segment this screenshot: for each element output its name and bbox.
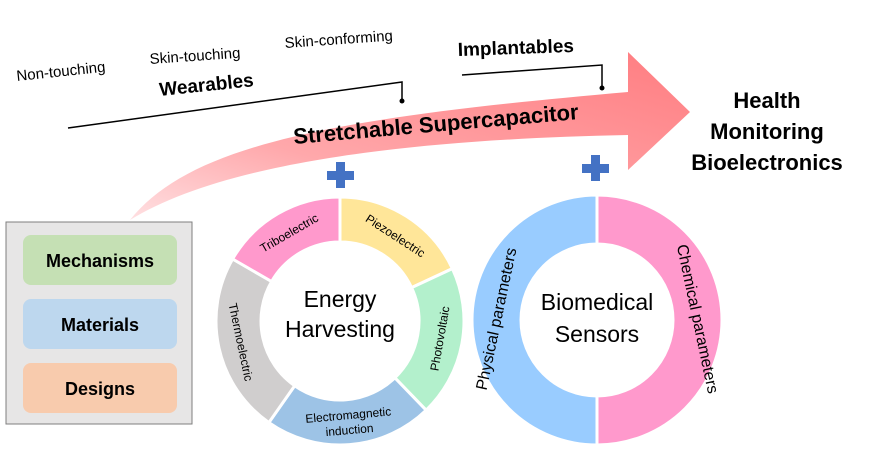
stage-implantables: Implantables	[457, 36, 574, 61]
energy-segment-label: Electromagneticinduction	[305, 404, 393, 440]
sensor-center-line-2: Sensors	[555, 321, 639, 347]
stage-skin-conforming: Skin-conforming	[284, 27, 393, 52]
stage-wearables: Wearables	[158, 70, 254, 101]
implantables-bracket-dot	[599, 85, 605, 91]
left-box-item	[23, 235, 177, 285]
sensor-ring-segment	[595, 193, 724, 447]
energy-center-line-2: Harvesting	[285, 316, 395, 342]
plus-icon	[327, 162, 354, 188]
target-line-1: Health	[733, 88, 800, 113]
energy-center-line-1: Energy	[304, 286, 377, 312]
stage-non-touching: Non-touching	[16, 59, 107, 85]
plus-icon	[582, 155, 609, 181]
sensor-center-line-1: Biomedical	[541, 289, 654, 315]
left-box-item-label: Materials	[61, 315, 139, 335]
left-box-item-label: Designs	[65, 379, 135, 399]
target-line-3: Bioelectronics	[691, 150, 843, 175]
curved-arrow	[130, 52, 690, 220]
target-line-2: Monitoring	[710, 119, 824, 144]
energy-ring-segment	[230, 195, 342, 284]
wearables-bracket-line	[67, 81, 403, 129]
left-box-item-label: Mechanisms	[46, 251, 154, 271]
wearables-bracket-dot	[399, 98, 405, 104]
stage-skin-touching: Skin-touching	[149, 45, 241, 68]
sensor-ring-segment	[470, 193, 599, 447]
implantables-bracket-line	[461, 64, 603, 88]
left-box-item	[23, 299, 177, 349]
left-box-item	[23, 363, 177, 413]
energy-ring-segment	[214, 256, 297, 425]
